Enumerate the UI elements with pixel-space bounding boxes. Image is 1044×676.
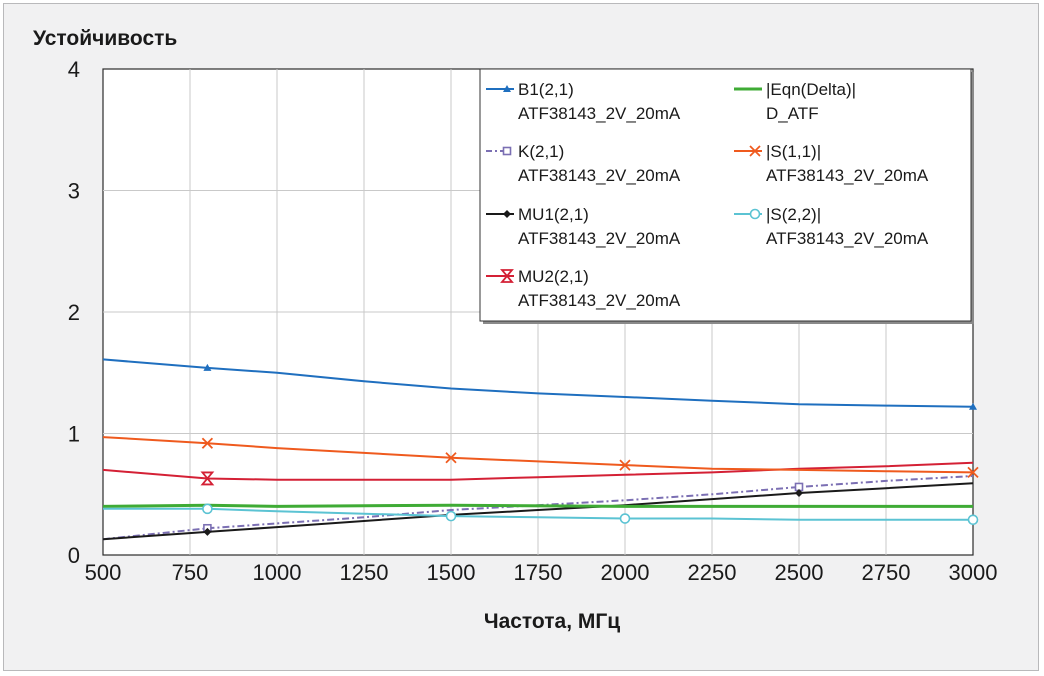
legend-box — [479, 68, 972, 322]
series-mu1-2-1 — [102, 482, 974, 541]
x-axis-ticks: 500 750 1000 1250 1500 1750 2000 2250 2500 2750 30… — [85, 560, 998, 585]
legend-sublabel: ATF38143_2V_20mA — [766, 166, 929, 185]
x-tick-label: 1000 — [253, 560, 302, 585]
legend-label: |S(2,2)| — [766, 205, 821, 224]
legend-label: |S(1,1)| — [766, 142, 821, 161]
series-line-s-1-1 — [102, 436, 974, 474]
legend-marker-s-2-2 — [749, 208, 761, 220]
series-line-eqn-delta — [102, 503, 973, 508]
series-line-b1-2-1 — [102, 358, 974, 408]
series-eqn-delta — [102, 503, 973, 508]
legend-sublabel: ATF38143_2V_20mA — [518, 229, 681, 248]
x-tick-label: 1750 — [514, 560, 563, 585]
series-mu2-2-1 — [102, 461, 974, 486]
series-b1-2-1 — [102, 358, 977, 410]
x-axis-label: Частота, МГц — [484, 610, 620, 633]
x-tick-label: 2250 — [688, 560, 737, 585]
y-tick-label: 3 — [68, 179, 80, 204]
legend-entry-s-1-1: |S(1,1)| ATF38143_2V_20mA — [734, 142, 929, 185]
legend-marker-mu2-2-1 — [500, 269, 514, 283]
series-line-mu2-2-1 — [102, 461, 974, 481]
legend: B1(2,1) ATF38143_2V_20mA K(2,1) ATF38143_2V… — [479, 68, 974, 324]
x-tick-label: 500 — [85, 560, 122, 585]
series-point-s-2-2 — [967, 514, 979, 526]
legend-sublabel: ATF38143_2V_20mA — [766, 229, 929, 248]
legend-sublabel: ATF38143_2V_20mA — [518, 166, 681, 185]
y-tick-label: 0 — [68, 543, 80, 568]
x-tick-label: 3000 — [949, 560, 998, 585]
legend-label: |Eqn(Delta)| — [766, 80, 856, 99]
series-point-s-1-1 — [967, 466, 979, 479]
legend-entry-s-2-2: |S(2,2)| ATF38143_2V_20mA — [734, 205, 929, 248]
y-tick-label: 1 — [68, 422, 80, 447]
x-tick-label: 1500 — [427, 560, 476, 585]
series-point-mu1-2-1 — [203, 527, 212, 536]
legend-marker-mu1-2-1 — [503, 210, 511, 218]
series-s-1-1 — [102, 436, 979, 479]
series-point-s-1-1 — [619, 459, 631, 471]
x-tick-label: 2500 — [775, 560, 824, 585]
legend-label: MU2(2,1) — [518, 267, 589, 286]
y-axis-ticks: 0 1 2 3 4 — [68, 57, 80, 568]
legend-label: MU1(2,1) — [518, 205, 589, 224]
series-point-b1-2-1 — [969, 402, 977, 410]
x-tick-label: 2000 — [601, 560, 650, 585]
series-point-s-1-1 — [201, 437, 214, 449]
series-point-s-2-2 — [619, 513, 631, 524]
legend-marker-k-2-1 — [502, 146, 512, 156]
series-point-s-1-1 — [445, 452, 457, 464]
series-point-mu1-2-1 — [795, 489, 803, 498]
series-point-s-2-2 — [445, 510, 457, 522]
x-tick-label: 1250 — [340, 560, 389, 585]
legend-entry-k-2-1: K(2,1) ATF38143_2V_20mA — [486, 142, 681, 185]
series-point-mu2-2-1 — [200, 471, 215, 486]
series-s-2-2 — [103, 503, 979, 526]
y-tick-label: 4 — [68, 57, 80, 82]
x-tick-label: 2750 — [862, 560, 911, 585]
legend-entry-b1-2-1: B1(2,1) ATF38143_2V_20mA — [486, 80, 681, 123]
legend-label: B1(2,1) — [518, 80, 574, 99]
series-layer — [102, 358, 979, 541]
series-point-b1-2-1 — [203, 363, 212, 371]
y-tick-label: 2 — [68, 300, 80, 325]
x-tick-label: 750 — [172, 560, 209, 585]
series-line-s-2-2 — [103, 507, 973, 521]
legend-marker-s-1-1 — [749, 145, 761, 157]
legend-sublabel: ATF38143_2V_20mA — [518, 291, 681, 310]
legend-sublabel: ATF38143_2V_20mA — [518, 104, 681, 123]
legend-marker-b1-2-1 — [503, 85, 511, 92]
legend-entry-eqn-delta: |Eqn(Delta)| D_ATF — [734, 80, 856, 123]
legend-label: K(2,1) — [518, 142, 564, 161]
legend-entry-mu2-2-1: MU2(2,1) ATF38143_2V_20mA — [486, 267, 681, 310]
series-point-s-2-2 — [202, 503, 213, 515]
series-line-mu1-2-1 — [102, 482, 974, 541]
legend-sublabel: D_ATF — [766, 104, 819, 123]
chart-title: Устойчивость — [33, 27, 177, 50]
legend-entry-mu1-2-1: MU1(2,1) ATF38143_2V_20mA — [486, 205, 681, 248]
